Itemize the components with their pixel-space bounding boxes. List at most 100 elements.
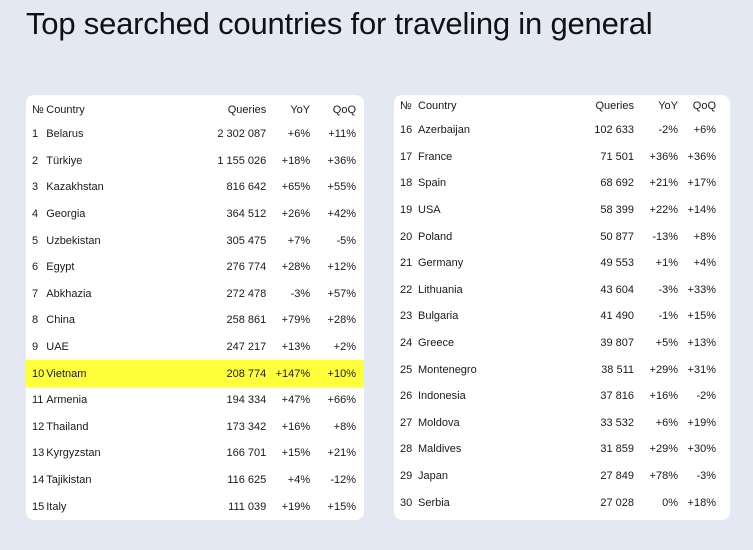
header-queries: Queries — [227, 104, 267, 116]
country-cell: Maldives — [418, 443, 462, 456]
rank-cell: 4 — [32, 208, 39, 221]
table-row: 5 Uzbekistan 305 475 +7% -5% — [26, 227, 364, 254]
rank-cell: 13 — [32, 447, 45, 460]
yoy-cell: +79% — [281, 314, 311, 327]
table-row: 27 Moldova 33 532 +6% +19% — [394, 410, 730, 437]
rank-cell: 8 — [32, 314, 39, 327]
header-yoy: YoY — [290, 104, 311, 116]
qoq-cell: -2% — [696, 390, 716, 403]
ranking-table-card-right: № Country Queries YoY QoQ 16 Azerbaijan 10… — [394, 95, 730, 520]
qoq-cell: +12% — [327, 261, 356, 274]
rank-cell: 20 — [400, 230, 413, 243]
country-cell: Lithuania — [418, 283, 463, 296]
qoq-cell: +36% — [327, 154, 356, 167]
queries-cell: 272 478 — [226, 287, 267, 300]
yoy-cell: +13% — [281, 341, 311, 354]
queries-cell: 27 028 — [600, 496, 634, 509]
table-row: 16 Azerbaijan 102 633 -2% +6% — [394, 117, 730, 144]
table-row: 24 Greece 39 807 +5% +13% — [394, 330, 730, 357]
queries-cell: 37 816 — [600, 390, 634, 403]
table-header-row: № Country Queries YoY QoQ — [26, 99, 364, 121]
queries-cell: 258 861 — [226, 314, 267, 327]
queries-cell: 111 039 — [228, 500, 267, 513]
header-qoq: QoQ — [332, 104, 356, 116]
rank-cell: 22 — [400, 283, 413, 296]
qoq-cell: +13% — [687, 337, 716, 350]
qoq-cell: +31% — [687, 363, 716, 376]
rank-cell: 28 — [400, 443, 413, 456]
country-cell: Vietnam — [44, 360, 193, 387]
qoq-cell: +42% — [327, 208, 356, 221]
country-cell: USA — [418, 204, 441, 217]
rank-cell: 29 — [400, 470, 413, 483]
table-row: 17 France 71 501 +36% +36% — [394, 144, 730, 171]
header-country: Country — [418, 100, 457, 112]
table-row: 22 Lithuania 43 604 -3% +33% — [394, 277, 730, 304]
country-cell: Serbia — [418, 496, 450, 509]
yoy-cell: 0% — [662, 496, 678, 509]
rank-cell: 21 — [400, 257, 413, 270]
yoy-cell: +15% — [281, 447, 311, 460]
country-cell: France — [418, 150, 453, 163]
queries-cell: 816 642 — [226, 181, 267, 194]
queries-cell: 50 877 — [600, 230, 634, 243]
rank-cell: 12 — [32, 420, 45, 433]
rank-cell: 16 — [400, 124, 413, 137]
qoq-cell: +2% — [333, 341, 356, 354]
yoy-cell: +4% — [287, 474, 311, 487]
yoy-cell: +29% — [649, 443, 678, 456]
queries-cell: 2 302 087 — [217, 128, 267, 141]
queries-cell: 38 511 — [601, 363, 634, 376]
rank-cell: 11 — [32, 394, 44, 407]
table-row: 25 Montenegro 38 511 +29% +31% — [394, 356, 730, 383]
country-cell: Abkhazia — [46, 287, 92, 300]
country-cell: Poland — [418, 230, 453, 243]
country-cell: China — [46, 314, 75, 327]
table-row: 11 Armenia 194 334 +47% +66% — [26, 387, 364, 414]
qoq-cell: +8% — [333, 420, 356, 433]
qoq-cell: +8% — [693, 230, 716, 243]
queries-cell: 27 849 — [600, 470, 634, 483]
country-cell: Tajikistan — [46, 474, 92, 487]
yoy-cell: +36% — [649, 150, 678, 163]
qoq-cell: +28% — [327, 314, 356, 327]
queries-cell: 68 692 — [600, 177, 634, 190]
qoq-cell: +21% — [327, 447, 356, 460]
qoq-cell: +30% — [687, 443, 716, 456]
queries-cell: 41 490 — [600, 310, 634, 323]
rank-cell: 26 — [400, 390, 413, 403]
country-cell: Egypt — [46, 261, 75, 274]
country-cell: Moldova — [418, 416, 460, 429]
queries-cell: 364 512 — [226, 208, 267, 221]
rank-cell: 17 — [400, 150, 413, 163]
queries-cell: 247 217 — [226, 341, 267, 354]
queries-cell: 166 701 — [226, 447, 267, 460]
table-row-highlighted: 10 Vietnam 208 774 +147% +10% — [26, 360, 364, 387]
header-country: Country — [46, 104, 85, 116]
rank-cell: 23 — [400, 310, 413, 323]
country-cell: Georgia — [46, 208, 86, 221]
queries-cell: 58 399 — [600, 204, 634, 217]
rank-cell: 19 — [400, 204, 413, 217]
queries-cell: 33 532 — [600, 416, 634, 429]
queries-cell: 276 774 — [226, 261, 267, 274]
qoq-cell: -3% — [696, 470, 716, 483]
yoy-cell: +21% — [649, 177, 678, 190]
yoy-cell: +7% — [287, 234, 311, 247]
qoq-cell: +66% — [327, 394, 356, 407]
rank-cell: 10 — [26, 360, 45, 387]
country-cell: Italy — [46, 500, 67, 513]
rank-cell: 6 — [32, 261, 39, 274]
header-no: № — [400, 100, 412, 112]
table-row: 20 Poland 50 877 -13% +8% — [394, 223, 730, 250]
queries-cell: 208 774 — [192, 360, 267, 387]
rank-cell: 9 — [32, 341, 39, 354]
country-cell: Thailand — [46, 420, 89, 433]
rank-cell: 1 — [32, 128, 39, 141]
queries-cell: 43 604 — [600, 283, 634, 296]
table-row: 4 Georgia 364 512 +26% +42% — [26, 201, 364, 228]
table-row: 1 Belarus 2 302 087 +6% +11% — [26, 121, 364, 148]
queries-cell: 116 625 — [227, 474, 267, 487]
rank-cell: 14 — [32, 474, 45, 487]
qoq-cell: +15% — [687, 310, 716, 323]
